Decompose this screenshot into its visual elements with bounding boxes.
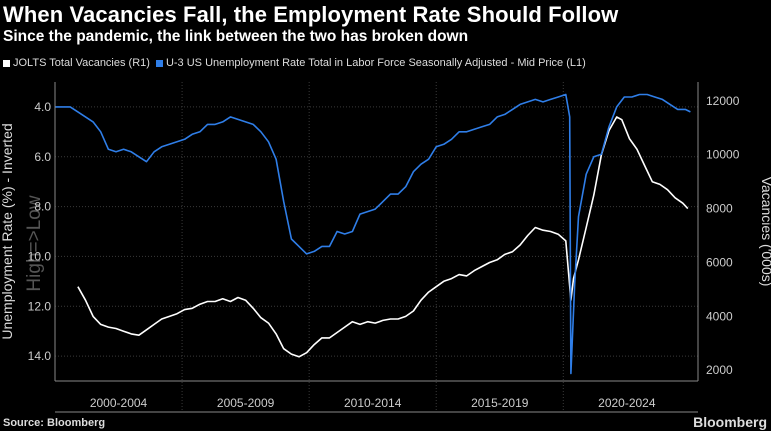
ghost-label: High=>Low — [24, 195, 45, 291]
x-category-label: 2000-2004 — [90, 396, 148, 410]
y-right-tick-label: 2000 — [706, 363, 733, 377]
legend-item-unemployment: U-3 US Unemployment Rate Total in Labor … — [155, 57, 586, 69]
y-right-tick-label: 10000 — [706, 148, 740, 162]
x-category-label: 2005-2009 — [217, 396, 275, 410]
y-axis-left-label: Unemployment Rate (%) - Inverted — [0, 123, 15, 339]
y-axis-right-label: Vacancies ('000s) — [759, 177, 771, 287]
y-right-tick-label: 6000 — [706, 255, 733, 269]
y-left-tick-label: 6.0 — [34, 150, 51, 164]
chart-title: When Vacancies Fall, the Employment Rate… — [3, 2, 619, 27]
legend-label-unemployment: U-3 US Unemployment Rate Total in Labor … — [165, 57, 586, 69]
series-line-unemployment — [55, 93, 691, 375]
grid — [55, 82, 698, 412]
y-left-tick-label: 8.0 — [34, 200, 51, 214]
x-category-label: 2020-2024 — [598, 396, 656, 410]
axes: 4.0 6.0 8.0 10.0 12.0 14.0 2000 4000 6000 8000 100… — [28, 82, 740, 413]
legend-swatch-unemployment — [155, 59, 163, 67]
legend-item-vacancies: JOLTS Total Vacancies (R1) — [3, 57, 150, 69]
chart-subtitle: Since the pandemic, the link between the… — [3, 28, 469, 45]
brand-logo: Bloomberg — [693, 414, 767, 430]
series — [55, 93, 691, 375]
x-category-label: 2010-2014 — [344, 396, 402, 410]
series-line-vacancies — [77, 116, 689, 358]
legend-label-vacancies: JOLTS Total Vacancies (R1) — [13, 57, 150, 69]
source-note: Source: Bloomberg — [3, 417, 106, 429]
y-left-tick-label: 14.0 — [28, 349, 52, 363]
legend: JOLTS Total Vacancies (R1) U-3 US Unempl… — [3, 57, 592, 69]
y-right-tick-label: 4000 — [706, 309, 733, 323]
ghost-label-group: High=>Low — [24, 195, 45, 291]
y-left-tick-label: 4.0 — [34, 100, 51, 114]
x-category-label: 2015-2019 — [471, 396, 529, 410]
y-right-tick-label: 8000 — [706, 202, 733, 216]
legend-swatch-vacancies — [3, 59, 10, 67]
y-left-tick-label: 12.0 — [28, 299, 52, 313]
y-right-tick-label: 12000 — [706, 94, 740, 108]
y-left-tick-label: 10.0 — [28, 249, 52, 263]
